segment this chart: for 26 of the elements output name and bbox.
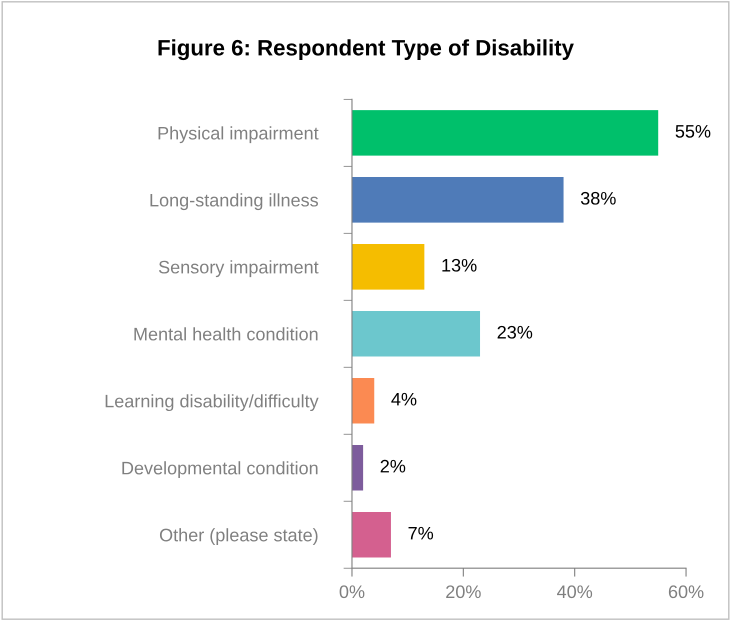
bar (352, 512, 391, 558)
data-label: 38% (580, 192, 616, 205)
bar (352, 311, 480, 357)
data-label: 7% (408, 526, 434, 540)
y-tick-label: Long-standing illness (150, 193, 318, 210)
bar (352, 378, 374, 424)
x-tick-label: 40% (557, 585, 592, 598)
x-tick-label: 20% (446, 585, 481, 598)
data-label: 2% (380, 460, 406, 473)
data-label: 55% (676, 124, 710, 138)
data-label: 13% (442, 258, 477, 272)
data-label: 4% (391, 392, 416, 406)
y-tick-label: Sensory impairment (158, 260, 319, 278)
x-tick-label: 0% (340, 585, 364, 598)
bar (352, 244, 424, 290)
y-tick-label: Physical impairment (158, 126, 319, 144)
bar (352, 444, 364, 491)
y-tick-label: Learning disability/difficulty (106, 394, 319, 412)
bar (352, 110, 658, 156)
x-tick-label: 60% (668, 585, 704, 598)
y-tick-label: Mental health condition (134, 327, 318, 341)
data-label: 23% (498, 326, 532, 339)
chart-title: Figure 6: Respondent Type of Disability (158, 39, 574, 60)
bar (352, 177, 564, 223)
y-tick-label: Developmental condition (122, 461, 318, 478)
y-tick-label: Other (please state) (160, 528, 318, 546)
